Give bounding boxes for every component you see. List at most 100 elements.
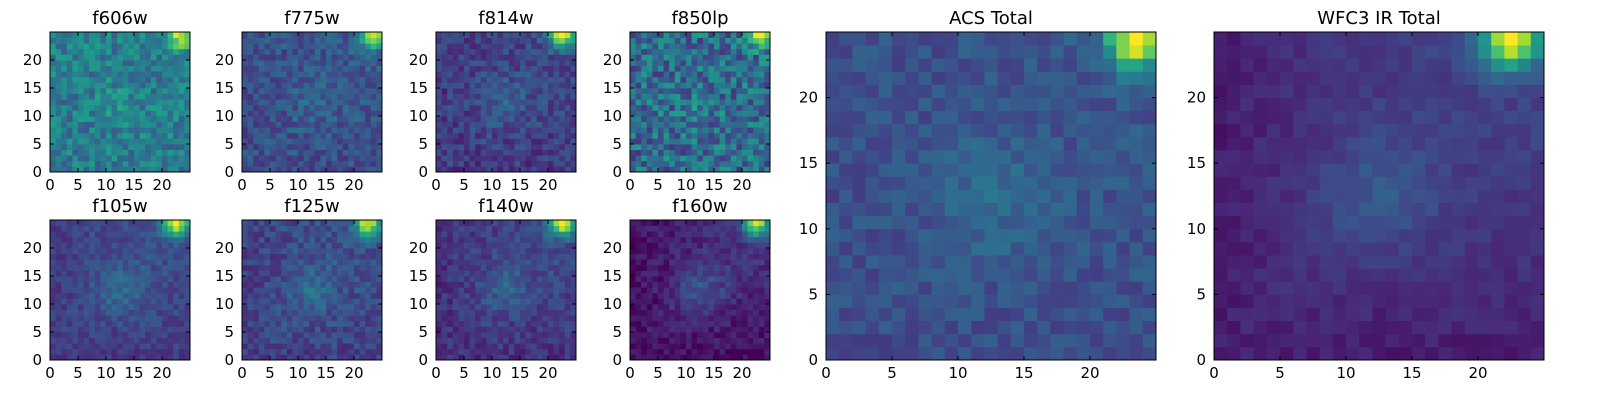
heatmap-cell: [697, 166, 704, 173]
heatmap-cells: [630, 220, 771, 361]
heatmap-cell: [134, 149, 140, 156]
heatmap-cell: [247, 93, 254, 100]
heatmap-cell: [134, 110, 140, 117]
heatmap-cell: [286, 166, 293, 173]
heatmap-cell: [641, 166, 648, 173]
heatmap-cell: [253, 60, 260, 66]
heatmap-cell: [286, 253, 293, 260]
heatmap-cell: [764, 71, 771, 78]
heatmap-cell: [646, 43, 653, 50]
heatmap-cell: [570, 326, 577, 333]
heatmap-cell: [173, 127, 180, 134]
heatmap-cell: [270, 298, 276, 305]
heatmap-cell: [134, 32, 140, 38]
heatmap-cell: [337, 320, 344, 327]
heatmap-cell: [680, 326, 687, 333]
heatmap-cell: [542, 76, 549, 83]
heatmap-cell: [106, 104, 112, 111]
x-tick-label: 5: [265, 364, 275, 382]
heatmap-cell: [61, 287, 68, 294]
heatmap-cell: [292, 76, 299, 83]
heatmap-cell: [508, 220, 515, 226]
heatmap-cell: [708, 304, 715, 310]
heatmap-cell: [646, 82, 653, 89]
heatmap-cell: [548, 320, 554, 327]
heatmap-cell: [570, 149, 577, 156]
x-tick-label: 15: [510, 176, 529, 194]
heatmap-cell: [475, 225, 482, 232]
heatmap-cell: [536, 127, 543, 134]
heatmap-cell: [669, 304, 676, 310]
heatmap-cell: [309, 337, 316, 344]
heatmap-cell: [50, 309, 56, 316]
heatmap-cell: [342, 326, 349, 333]
heatmap-cell: [697, 287, 704, 294]
heatmap-cell: [508, 337, 515, 344]
heatmap-cell: [61, 110, 68, 117]
heatmap-cell: [520, 332, 526, 338]
heatmap-cell: [674, 337, 681, 344]
heatmap-cell: [128, 292, 135, 299]
heatmap-cell: [492, 298, 498, 305]
heatmap-cell: [548, 144, 554, 150]
heatmap-cell: [680, 71, 687, 78]
heatmap-cell: [253, 309, 260, 316]
heatmap-cell: [663, 281, 670, 288]
heatmap-cell: [354, 121, 360, 128]
heatmap-cell: [736, 82, 743, 89]
heatmap-cell: [480, 242, 487, 249]
heatmap-cell: [303, 60, 310, 66]
heatmap-cell: [298, 332, 304, 338]
heatmap-cell: [492, 32, 498, 38]
heatmap-cell: [309, 326, 316, 333]
x-tick-label: 10: [676, 176, 695, 194]
heatmap-cell: [167, 160, 174, 167]
heatmap-cell: [66, 127, 73, 134]
heatmap-cell: [117, 354, 124, 361]
heatmap-cell: [292, 253, 299, 260]
heatmap-cell: [286, 48, 293, 55]
heatmap-cell: [719, 104, 726, 111]
heatmap-cell: [342, 166, 349, 173]
heatmap-cell: [725, 37, 732, 44]
x-tick-label: 20: [538, 176, 557, 194]
heatmap-cell: [286, 60, 293, 66]
heatmap-cell: [111, 144, 118, 150]
heatmap-cell: [326, 298, 332, 305]
heatmap-cell: [94, 138, 101, 145]
heatmap-cell: [742, 127, 748, 134]
heatmap-cell: [145, 348, 152, 355]
heatmap-cell: [486, 343, 493, 350]
heatmap-cell: [719, 326, 726, 333]
heatmap-cell: [167, 116, 174, 122]
heatmap-cell: [83, 225, 90, 232]
heatmap-cell: [100, 32, 107, 38]
heatmap-cell: [652, 88, 659, 94]
heatmap-cell: [492, 287, 498, 294]
heatmap-cell: [436, 309, 442, 316]
heatmap-cell: [370, 60, 377, 66]
heatmap-cell: [326, 332, 332, 338]
heatmap-cell: [508, 315, 515, 322]
heatmap-cell: [452, 231, 459, 238]
heatmap-cell: [436, 65, 442, 72]
y-tick-label: 15: [409, 267, 428, 285]
heatmap-cell: [298, 43, 304, 50]
heatmap-cell: [508, 348, 515, 355]
heatmap-cell: [275, 225, 282, 232]
heatmap-cell: [464, 343, 470, 350]
heatmap-cell: [669, 88, 676, 94]
heatmap-cell: [253, 116, 260, 122]
heatmap-cell: [139, 76, 146, 83]
heatmap-cell: [303, 43, 310, 50]
heatmap-cell: [178, 253, 185, 260]
heatmap-cell: [348, 270, 355, 277]
heatmap-cell: [365, 132, 372, 139]
heatmap-cell: [736, 138, 743, 145]
heatmap-cell: [286, 343, 293, 350]
heatmap-cell: [742, 138, 748, 145]
heatmap-cell: [354, 281, 360, 288]
heatmap-cell: [337, 54, 344, 61]
heatmap-cell: [122, 354, 129, 361]
heatmap-cell: [635, 326, 642, 333]
